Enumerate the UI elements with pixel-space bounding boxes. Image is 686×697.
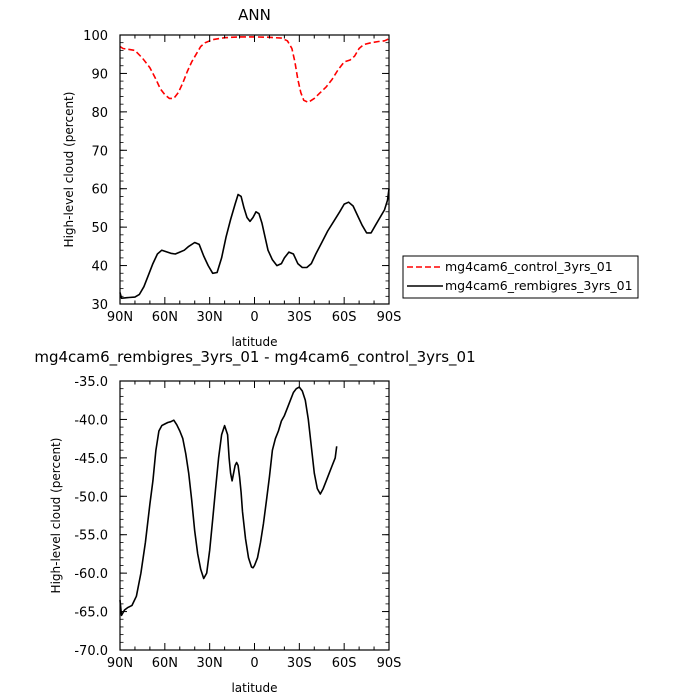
chart-2-series-1-line (119, 386, 338, 617)
chart-1-legend-label-2: mg4cam6_rembigres_3yrs_01 (445, 278, 633, 293)
chart-2-x-tick-label: 30S (287, 656, 312, 671)
chart-2-y-tick-label: -40.0 (74, 413, 108, 428)
chart-2-y-axis-label: High-level cloud (percent) (49, 438, 63, 594)
chart-1-x-tick-label: 90N (107, 310, 133, 325)
chart-2-y-tick-label: -35.0 (74, 375, 108, 390)
chart-1-y-tick-label: 80 (91, 106, 108, 121)
chart-2-x-tick-label: 90N (107, 656, 133, 671)
chart-1-x-tick-label: 60S (332, 310, 357, 325)
chart-2-y-tick-label: -60.0 (74, 567, 108, 582)
chart-1-x-tick-label: 60N (152, 310, 178, 325)
chart-1-y-tick-label: 40 (91, 260, 108, 275)
chart-1-x-axis-label: latitude (231, 335, 277, 349)
chart-1-title: ANN (238, 6, 271, 24)
chart-1-legend-label-1: mg4cam6_control_3yrs_01 (445, 259, 613, 274)
chart-2-x-tick-label: 0 (250, 656, 258, 671)
chart-2-y-tick-label: -65.0 (74, 606, 108, 621)
chart-1-y-tick-label: 30 (91, 298, 108, 313)
chart-1-x-tick-label: 0 (250, 310, 258, 325)
chart-1-y-tick-label: 50 (91, 221, 108, 236)
chart-2-y-tick-label: -70.0 (74, 644, 108, 659)
chart-1-plot-frame (119, 34, 390, 305)
chart-2-y-tick-label: -55.0 (74, 529, 108, 544)
chart-2-x-tick-label: 60N (152, 656, 178, 671)
chart-2-x-tick-label: 60S (332, 656, 357, 671)
chart-1-series-2-line (119, 188, 390, 299)
chart-1-x-tick-label: 30S (287, 310, 312, 325)
chart-1-y-tick-label: 100 (83, 29, 108, 44)
chart-1-y-axis-label: High-level cloud (percent) (62, 92, 76, 248)
chart-2-x-tick-label: 30N (197, 656, 223, 671)
chart-2-title: mg4cam6_rembigres_3yrs_01 - mg4cam6_cont… (34, 348, 475, 367)
chart-2-y-tick-label: -45.0 (74, 452, 108, 467)
chart-1-y-tick-label: 60 (91, 183, 108, 198)
chart-1-legend-box (402, 255, 639, 299)
chart-1-x-tick-label: 30N (197, 310, 223, 325)
chart-2-x-axis-label: latitude (231, 681, 277, 695)
chart-1-x-tick-label: 90S (377, 310, 402, 325)
chart-2-x-tick-label: 90S (377, 656, 402, 671)
chart-1-series-1-line (119, 36, 390, 104)
chart-2-plot-frame (119, 380, 390, 651)
chart-1-y-tick-label: 70 (91, 144, 108, 159)
chart-1-y-tick-label: 90 (91, 67, 108, 82)
chart-2-y-tick-label: -50.0 (74, 490, 108, 505)
